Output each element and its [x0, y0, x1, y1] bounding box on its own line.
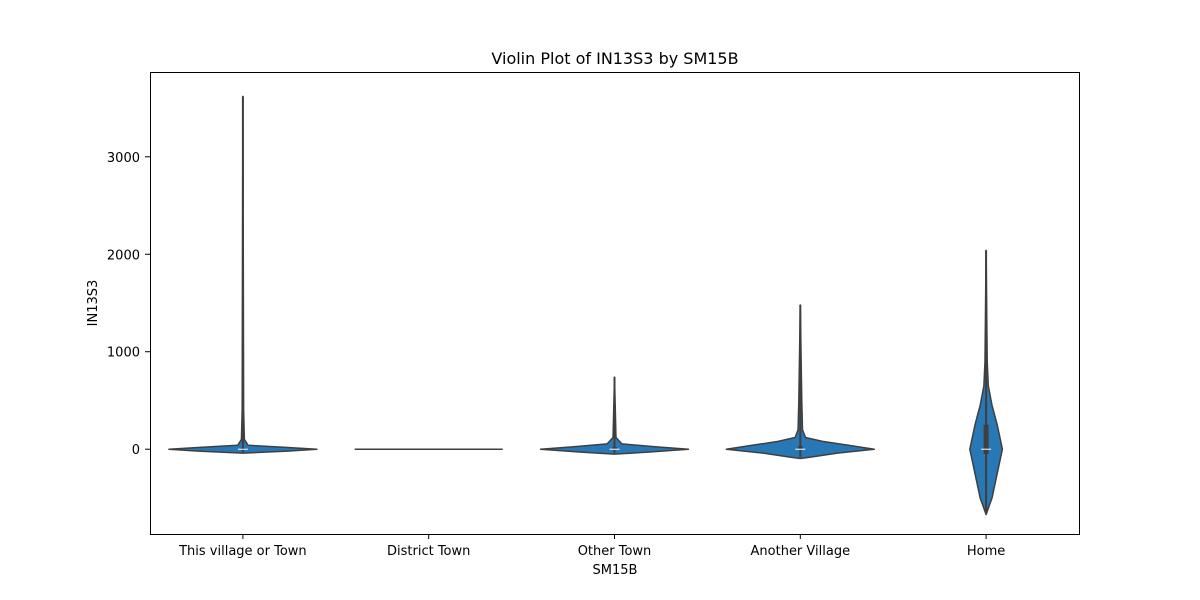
plot-frame [150, 72, 1080, 535]
x-tick-label: This village or Town [178, 544, 307, 559]
y-tick-label: 3000 [107, 151, 140, 166]
violin-4 [725, 304, 876, 460]
x-axis-label: SM15B [593, 563, 638, 578]
violin-5 [969, 249, 1004, 516]
y-axis: 0 1000 2000 3000 [107, 151, 150, 458]
violin-box [612, 447, 617, 450]
violin-box [797, 446, 803, 450]
x-axis: This village or Town District Town Other T… [178, 534, 1005, 559]
x-tick-label: Home [967, 544, 1005, 559]
violin-box [983, 424, 989, 455]
x-tick-label: Another Village [751, 544, 851, 559]
y-tick-label: 0 [132, 443, 140, 458]
x-tick-label: Other Town [578, 544, 652, 559]
y-axis-label: IN13S3 [86, 280, 101, 327]
y-tick-label: 2000 [107, 248, 140, 263]
chart-title: Violin Plot of IN13S3 by SM15B [491, 49, 738, 68]
x-tick-label: District Town [387, 544, 470, 559]
y-tick-label: 1000 [107, 346, 140, 361]
violin-1 [168, 95, 318, 454]
violins-layer [168, 95, 1004, 516]
violin-3 [539, 376, 690, 455]
